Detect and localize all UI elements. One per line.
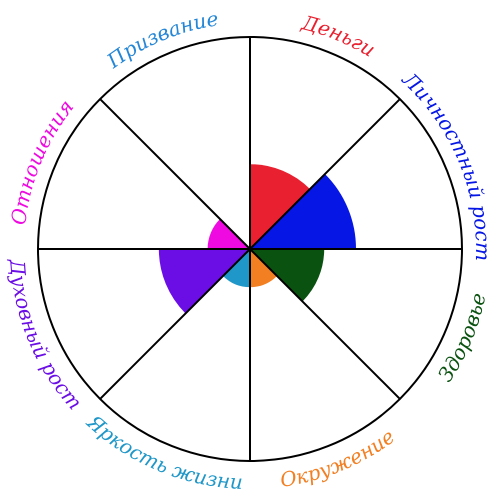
spoke-line [249, 248, 401, 400]
spoke-layer [38, 37, 462, 461]
wedge-1 [250, 164, 310, 249]
wedge-4 [250, 249, 277, 288]
category-label-8: Призвание [102, 6, 220, 73]
wedge-7 [207, 219, 250, 249]
spoke-line [99, 98, 251, 250]
category-label-1: Деньги [298, 10, 379, 62]
category-label-6: Духовный рост [5, 257, 87, 414]
outer-circle [37, 36, 463, 462]
wedge-3 [250, 249, 325, 302]
category-label-2: Личностный рост [397, 67, 495, 262]
wedge-6 [158, 249, 250, 314]
wedge-layer [158, 164, 356, 314]
spoke-line [99, 248, 251, 400]
wedge-5 [223, 249, 250, 288]
spoke-line [249, 98, 401, 250]
wedge-2 [250, 174, 356, 249]
category-label-4: Окружение [278, 424, 399, 492]
category-label-5: Яркость жизни [82, 409, 244, 494]
